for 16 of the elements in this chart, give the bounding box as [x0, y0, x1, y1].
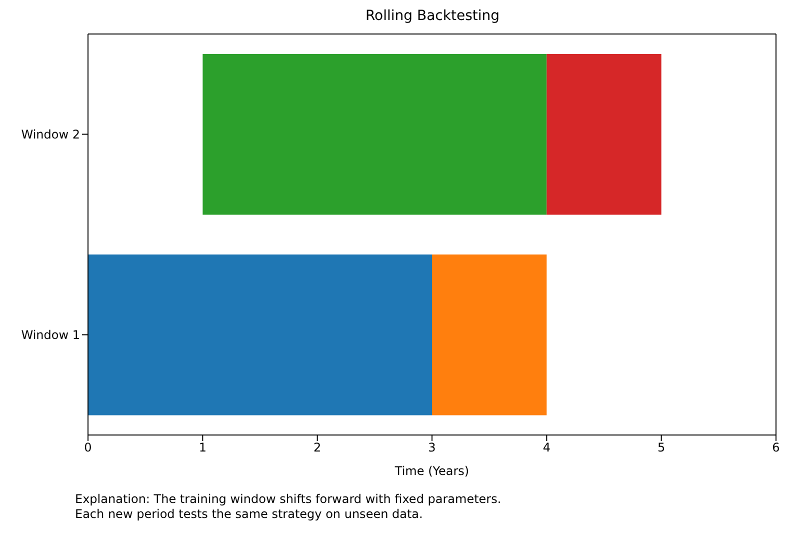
x-tick-label: 3 — [428, 440, 436, 455]
y-tick-label: Window 1 — [21, 328, 80, 342]
bar — [432, 254, 547, 416]
x-tick-label: 1 — [198, 440, 206, 455]
y-tick-label: Window 2 — [21, 128, 80, 142]
bar — [88, 254, 432, 416]
chart-title: Rolling Backtesting — [364, 8, 501, 24]
x-tick-label: 4 — [542, 440, 550, 455]
x-tick-label: 5 — [658, 440, 666, 455]
bar — [202, 54, 547, 215]
x-tick-label: 0 — [84, 440, 92, 455]
bar — [546, 54, 662, 215]
text: Explanation: The training window shifts forward with fixed parameters. Each new period tests the same strategy on unseen data. — [75, 492, 502, 522]
x-axis-title: Time (Years) — [394, 464, 470, 478]
x-tick-label: 6 — [772, 440, 780, 455]
x-tick-label: 2 — [314, 440, 322, 455]
